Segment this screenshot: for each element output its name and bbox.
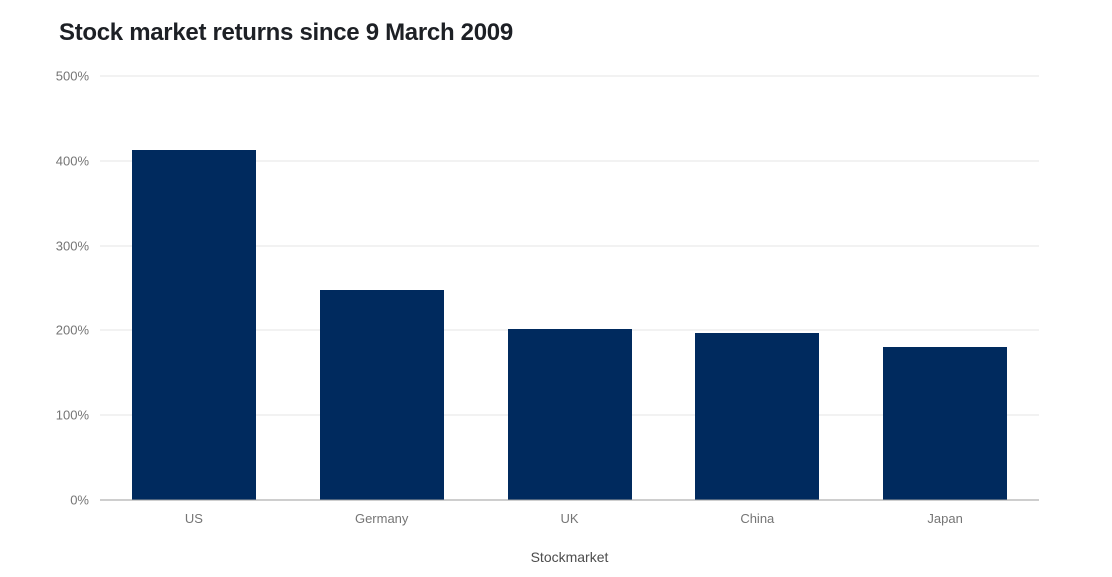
y-tick-label-300: 300% bbox=[55, 238, 89, 254]
y-tick-label-500: 500% bbox=[55, 68, 89, 84]
x-axis-labels: US Germany UK China Japan bbox=[100, 511, 1039, 527]
y-tick-label-100: 100% bbox=[55, 407, 89, 423]
x-category-label-germany: Germany bbox=[354, 511, 409, 526]
chart-title: Stock market returns since 9 March 2009 bbox=[59, 19, 513, 46]
x-axis-baseline bbox=[100, 499, 1039, 501]
bar-us[interactable] bbox=[131, 149, 256, 500]
x-category-label-us: US bbox=[184, 511, 203, 526]
gridline-300 bbox=[100, 245, 1039, 247]
bar-uk[interactable] bbox=[507, 328, 632, 500]
x-category-label-japan: Japan bbox=[927, 511, 963, 526]
x-axis-title: Stockmarket bbox=[530, 549, 609, 565]
x-category-label-china: China bbox=[740, 511, 775, 526]
y-tick-label-200: 200% bbox=[55, 322, 89, 338]
plot-area: 0% 100% 200% 300% 400% 500% bbox=[56, 69, 1039, 508]
bar-germany[interactable] bbox=[319, 289, 444, 500]
bar-china[interactable] bbox=[695, 332, 820, 500]
y-tick-label-400: 400% bbox=[55, 153, 89, 169]
gridline-400 bbox=[100, 160, 1039, 162]
gridline-500 bbox=[100, 75, 1039, 77]
x-category-label-uk: UK bbox=[560, 511, 579, 526]
y-tick-label-0: 0% bbox=[70, 492, 89, 508]
bar-japan[interactable] bbox=[883, 347, 1008, 500]
